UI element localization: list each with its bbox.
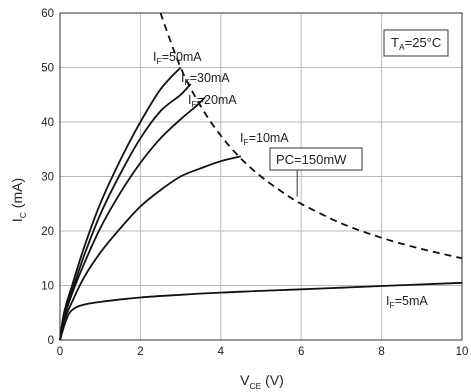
curves [59, 12, 463, 341]
series-label-0: IF=50mA [153, 50, 202, 66]
y-axis-ticks: 0 10 20 30 40 50 60 [41, 8, 54, 347]
x-tick-label: 2 [137, 346, 143, 358]
series-label-2: IF=20mA [188, 93, 237, 109]
series-line-2 [59, 96, 206, 341]
condition-box: TA=25°C [383, 29, 449, 57]
series-label-5: PC=150mW [276, 152, 347, 167]
y-tick-label: 10 [41, 281, 54, 293]
x-axis-ticks: 0 2 4 6 8 10 [57, 346, 469, 358]
x-tick-label: 6 [298, 346, 304, 358]
series-line-3 [59, 155, 242, 341]
series-line-4 [59, 281, 463, 341]
y-axis-label: IC (mA) [9, 178, 28, 222]
x-tick-label: 4 [218, 346, 225, 358]
series-label-3: IF=10mA [240, 131, 289, 147]
curve-labels: IF=50mA IF=30mA IF=20mA IF=10mA IF=5mA PC=150… [153, 50, 428, 310]
plot-frame [59, 12, 463, 341]
x-tick-label: 8 [378, 346, 384, 358]
x-tick-label: 10 [456, 346, 469, 358]
y-tick-label: 0 [48, 335, 54, 347]
x-axis-label: VCE (V) [240, 372, 284, 391]
y-tick-label: 50 [41, 63, 54, 75]
grid-lines [60, 13, 462, 340]
series-line-0 [59, 66, 182, 341]
y-tick-label: 30 [41, 172, 54, 184]
condition-label: TA=25°C [391, 35, 441, 52]
condition-box-frame [383, 29, 449, 57]
y-tick-label: 60 [41, 8, 54, 20]
series-label-1: IF=30mA [181, 71, 230, 87]
y-tick-label: 40 [41, 117, 54, 129]
x-tick-label: 0 [57, 346, 63, 358]
series-line-5 [159, 12, 463, 260]
y-tick-label: 20 [41, 226, 54, 238]
series-label-4: IF=5mA [386, 294, 428, 310]
pc-label-frame [269, 147, 363, 171]
